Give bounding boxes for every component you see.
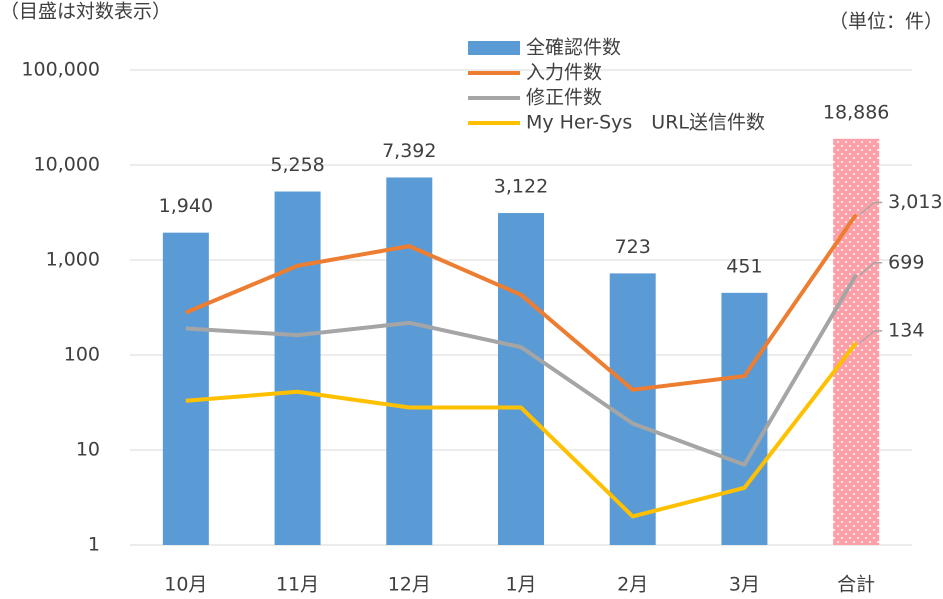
y-tick-label: 1 [88, 534, 100, 556]
leader-line [859, 330, 883, 344]
y-tick-label: 10 [76, 439, 100, 461]
data-label: 18,886 [823, 101, 889, 123]
unit-label: （単位：件） [829, 11, 943, 33]
data-label: 3,013 [888, 191, 942, 213]
x-tick-label: 合計 [837, 574, 875, 596]
bar [498, 213, 544, 545]
line-series [185, 273, 858, 467]
x-tick-label: 3月 [729, 574, 760, 596]
data-label: 134 [888, 319, 924, 341]
y-tick-label: 1,000 [46, 249, 100, 271]
data-label: 451 [726, 255, 762, 277]
leader-line [859, 262, 883, 276]
data-label: 699 [888, 251, 924, 273]
data-label: 1,940 [159, 195, 213, 217]
bar [609, 273, 656, 545]
x-tick-label: 1月 [505, 574, 536, 596]
x-tick-label: 10月 [164, 574, 207, 596]
y-tick-label: 100,000 [21, 59, 100, 81]
bar-pattern [833, 138, 880, 545]
legend-label: My Her-Sys URL送信件数 [526, 112, 765, 134]
scale-note: （目盛は対数表示） [0, 1, 171, 23]
data-label: 3,122 [494, 176, 548, 198]
legend-label: 全確認件数 [526, 37, 621, 59]
bar [274, 191, 321, 546]
bar [386, 177, 433, 545]
data-label: 723 [615, 236, 651, 258]
data-label: 7,392 [382, 140, 436, 162]
y-tick-label: 100 [64, 344, 100, 366]
line-series [185, 213, 858, 392]
y-tick-label: 10,000 [34, 154, 100, 176]
legend-swatch [468, 41, 520, 55]
legend-label: 修正件数 [526, 87, 602, 109]
data-label: 5,258 [270, 154, 324, 176]
bar [721, 292, 768, 545]
x-tick-label: 2月 [617, 574, 648, 596]
bar [162, 232, 209, 546]
x-tick-label: 11月 [276, 574, 319, 596]
legend-label: 入力件数 [526, 62, 602, 84]
leader-line [859, 201, 883, 216]
x-tick-label: 12月 [388, 574, 431, 596]
line-series [185, 341, 858, 519]
